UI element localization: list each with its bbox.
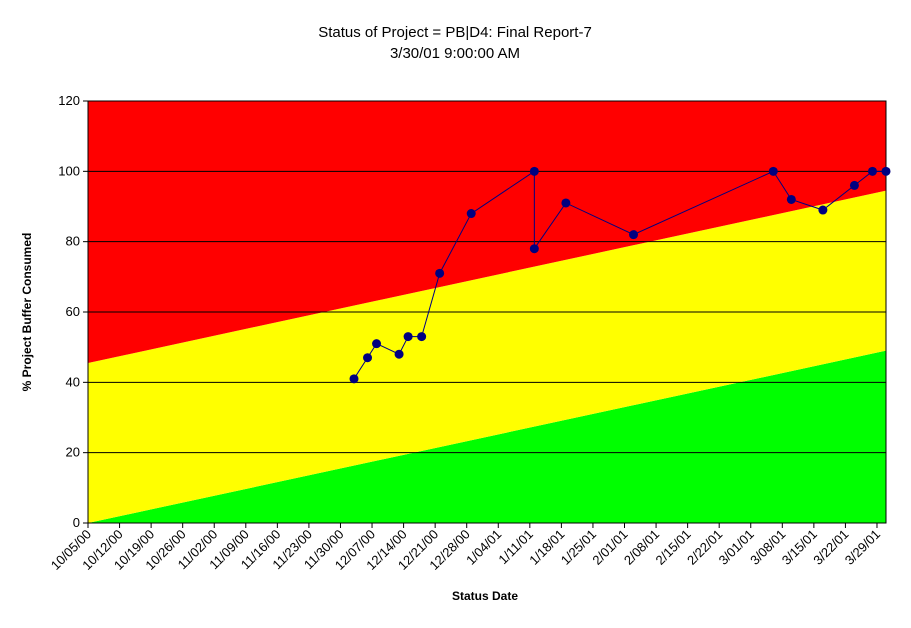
y-tick-label: 60 bbox=[66, 304, 80, 319]
y-tick-label: 0 bbox=[73, 515, 80, 530]
y-axis-label: % Project Buffer Consumed bbox=[20, 233, 34, 392]
data-point bbox=[349, 374, 359, 384]
x-axis-label: Status Date bbox=[452, 589, 518, 603]
data-point bbox=[403, 332, 413, 342]
zone-yellow bbox=[88, 190, 886, 524]
zone-red bbox=[88, 101, 886, 363]
chart-subtitle: 3/30/01 9:00:00 AM bbox=[390, 45, 520, 62]
data-point bbox=[867, 166, 877, 176]
data-point bbox=[561, 198, 571, 208]
data-point bbox=[881, 166, 891, 176]
y-tick-label: 120 bbox=[58, 93, 80, 108]
data-point bbox=[818, 205, 828, 215]
chart-title: Status of Project = PB|D4: Final Report-… bbox=[318, 24, 592, 41]
zones-layer bbox=[88, 101, 886, 524]
y-axis: 0 20 40 60 80 100 120 bbox=[58, 93, 88, 530]
x-axis: 10/05/0010/12/0010/19/0010/26/0011/02/00… bbox=[48, 523, 883, 573]
data-point bbox=[372, 339, 382, 349]
y-tick-label: 20 bbox=[66, 445, 80, 460]
x-tick-label: 1/04/01 bbox=[463, 527, 504, 568]
data-point bbox=[786, 194, 796, 204]
y-tick-label: 100 bbox=[58, 163, 80, 178]
zone-green bbox=[88, 350, 886, 523]
grid-layer bbox=[88, 170, 886, 454]
data-point bbox=[768, 166, 778, 176]
data-point bbox=[466, 209, 476, 219]
x-tick-label: 3/29/01 bbox=[842, 527, 883, 568]
data-point bbox=[417, 332, 427, 342]
data-point bbox=[363, 353, 373, 363]
data-point bbox=[849, 180, 859, 190]
y-tick-label: 40 bbox=[66, 374, 80, 389]
data-point bbox=[394, 349, 404, 359]
data-point bbox=[529, 166, 539, 176]
y-tick-label: 80 bbox=[66, 234, 80, 249]
data-point bbox=[529, 244, 539, 254]
data-point bbox=[435, 268, 445, 278]
series-layer bbox=[349, 166, 891, 384]
data-point bbox=[629, 230, 639, 240]
